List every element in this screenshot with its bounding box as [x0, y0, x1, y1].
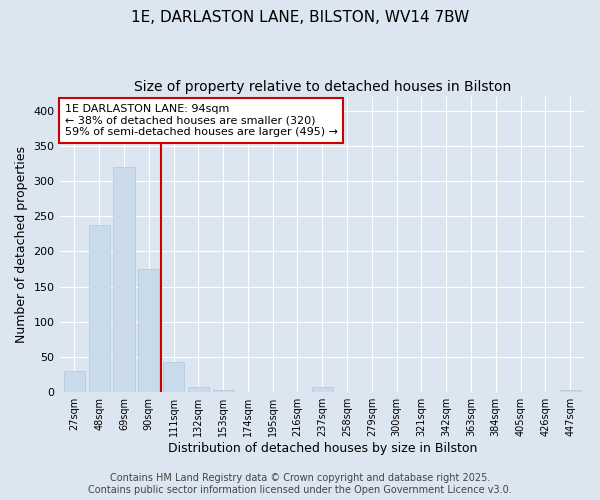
- Bar: [64, 371, 85, 392]
- Bar: [89, 224, 110, 392]
- Bar: [212, 390, 233, 392]
- Bar: [138, 269, 160, 392]
- X-axis label: Distribution of detached houses by size in Bilston: Distribution of detached houses by size …: [167, 442, 477, 455]
- Bar: [163, 362, 184, 392]
- Bar: [188, 386, 209, 392]
- Bar: [560, 390, 581, 392]
- Text: Contains HM Land Registry data © Crown copyright and database right 2025.
Contai: Contains HM Land Registry data © Crown c…: [88, 474, 512, 495]
- Bar: [113, 167, 134, 392]
- Bar: [312, 386, 333, 392]
- Y-axis label: Number of detached properties: Number of detached properties: [15, 146, 28, 343]
- Text: 1E, DARLASTON LANE, BILSTON, WV14 7BW: 1E, DARLASTON LANE, BILSTON, WV14 7BW: [131, 10, 469, 25]
- Title: Size of property relative to detached houses in Bilston: Size of property relative to detached ho…: [134, 80, 511, 94]
- Text: 1E DARLASTON LANE: 94sqm
← 38% of detached houses are smaller (320)
59% of semi-: 1E DARLASTON LANE: 94sqm ← 38% of detach…: [65, 104, 338, 137]
